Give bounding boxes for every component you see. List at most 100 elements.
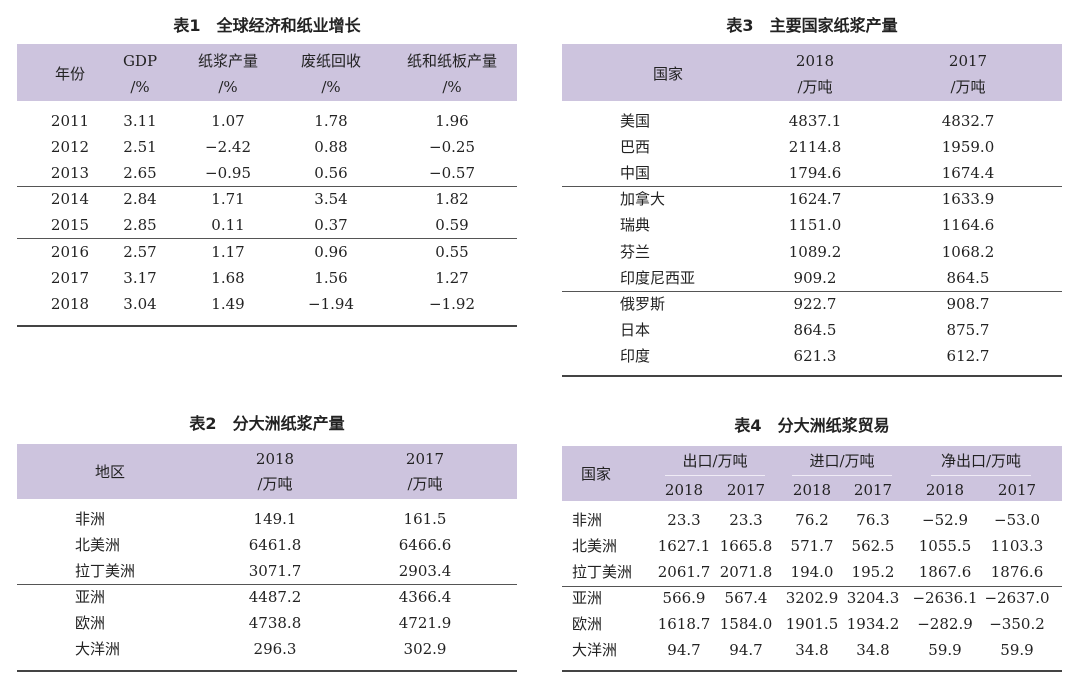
table1-cell: 2.57: [123, 242, 157, 261]
table2-cell: 296.3: [253, 640, 297, 658]
table2-cell: 6466.6: [398, 536, 452, 554]
table4-cell: −2636.1: [912, 589, 978, 607]
table3-cell: 612.7: [946, 346, 990, 365]
table2-row-divider: [17, 584, 517, 585]
table2-header-unit: /万吨: [407, 475, 443, 493]
table3-header-cell: 2018: [795, 52, 835, 70]
table4-cell: 1618.7: [657, 615, 711, 633]
table4-cell: −52.9: [922, 511, 968, 529]
table1-cell: 3.17: [123, 268, 157, 287]
table4-group-underline: [792, 475, 892, 476]
table2-cell: 2903.4: [398, 562, 452, 580]
table1-cell: 2.65: [123, 164, 157, 183]
table3-header-cell: 国家: [652, 65, 684, 83]
table1-cell: 1.27: [435, 268, 469, 287]
table1-header-cell: 纸浆产量: [197, 52, 259, 70]
table2-header-cell: 地区: [94, 462, 126, 481]
table1-cell: 1.96: [435, 112, 469, 130]
table1-cell: 0.59: [435, 216, 469, 235]
table3-cell: 1959.0: [941, 138, 995, 157]
table1-header-cell: 废纸回收: [300, 52, 362, 70]
table4-header: [562, 446, 1062, 501]
table1-cell: 3.54: [314, 190, 348, 209]
table2-row-label: 非洲: [75, 510, 106, 528]
table3-cell: 4832.7: [941, 112, 995, 130]
table2-row-label: 拉丁美洲: [75, 562, 136, 580]
table1-cell: 0.11: [211, 216, 245, 235]
table3-cell: 1633.9: [941, 190, 995, 209]
table4-cell: 59.9: [1000, 641, 1034, 659]
table4-group-header: 进口/万吨: [809, 452, 875, 470]
table4-row-label: 拉丁美洲: [572, 563, 633, 581]
table4-bottom-rule: [562, 670, 1062, 672]
table4-year-header: 2017: [853, 481, 893, 499]
table4-row-label: 大洋洲: [572, 641, 618, 659]
table3-row-label: 巴西: [620, 138, 651, 157]
table4-cell: −2637.0: [984, 589, 1050, 607]
table4-cell: 562.5: [851, 537, 895, 555]
table1-row-label: 2018: [50, 294, 90, 313]
table4-year-header: 2018: [664, 481, 704, 499]
table1-row-label: 2013: [50, 164, 90, 183]
table3-header: [562, 44, 1062, 101]
table4-cell: 94.7: [729, 641, 763, 659]
table1-cell: 3.11: [123, 112, 157, 130]
table3-cell: 4837.1: [788, 112, 842, 130]
table4-row-divider: [562, 586, 1062, 587]
table1-row-label: 2017: [50, 268, 90, 287]
table1-header-cell: GDP: [122, 52, 158, 70]
table1-cell: 0.55: [435, 242, 469, 261]
table2-cell: 149.1: [253, 510, 297, 528]
table3-row-label: 芬兰: [620, 242, 651, 261]
table3-cell: 1151.0: [788, 216, 842, 235]
table2-row-label: 北美洲: [75, 536, 121, 554]
table4-year-header: 2018: [792, 481, 832, 499]
table1-header-unit: /%: [218, 78, 238, 96]
table4-row-label: 非洲: [572, 511, 603, 529]
table3-cell: 908.7: [946, 294, 990, 313]
table3-header-unit: /万吨: [797, 78, 833, 96]
table4-cell: 567.4: [724, 589, 768, 607]
table4-cell: 34.8: [795, 641, 829, 659]
table3-row-label: 瑞典: [620, 216, 651, 235]
table4-cell: −282.9: [917, 615, 973, 633]
table1-cell: 0.88: [314, 138, 348, 157]
table2-row-label: 欧洲: [75, 614, 106, 632]
table4-year-header: 2017: [997, 481, 1037, 499]
table1-cell: −1.92: [429, 294, 475, 313]
table3-cell: 875.7: [946, 320, 990, 339]
table3-cell: 1674.4: [941, 164, 995, 183]
table4-year-header: 2017: [726, 481, 766, 499]
table4-cell: 1867.6: [918, 563, 972, 581]
table1-cell: 1.17: [211, 242, 245, 261]
table1-cell: 1.78: [314, 112, 348, 130]
table2-header-cell: 2018: [255, 450, 295, 468]
table4-cell: 571.7: [790, 537, 834, 555]
table4-cell: 2071.8: [719, 563, 773, 581]
table3-header-cell: 2017: [948, 52, 988, 70]
table2-header: [17, 444, 517, 499]
table1-header-cell: 年份: [54, 65, 86, 83]
table2-cell: 302.9: [403, 640, 447, 658]
table4-cell: 3204.3: [846, 589, 900, 607]
table2-cell: 6461.8: [248, 536, 302, 554]
table4-row-label: 北美洲: [572, 537, 618, 555]
table1-cell: −0.25: [429, 138, 475, 157]
table1-cell: 1.56: [314, 268, 348, 287]
table3-title: 表3 主要国家纸浆产量: [726, 16, 898, 35]
table1-cell: 2.84: [123, 190, 157, 209]
table2-row-label: 大洋洲: [75, 640, 121, 658]
table3-row-label: 美国: [620, 112, 651, 130]
table1-cell: 0.96: [314, 242, 348, 261]
table4-cell: 1876.6: [990, 563, 1044, 581]
table2-row-label: 亚洲: [75, 588, 106, 606]
table4-cell: 1103.3: [990, 537, 1044, 555]
table2-header-unit: /万吨: [257, 475, 293, 493]
table2-header-cell: 2017: [405, 450, 445, 468]
table2-bottom-rule: [17, 670, 517, 672]
table1-cell: −1.94: [308, 294, 354, 313]
table3-row-divider: [562, 290, 1062, 292]
table1-row-divider: [17, 238, 517, 240]
table1-header-unit: /%: [321, 78, 341, 96]
table4-title: 表4 分大洲纸浆贸易: [734, 416, 890, 435]
